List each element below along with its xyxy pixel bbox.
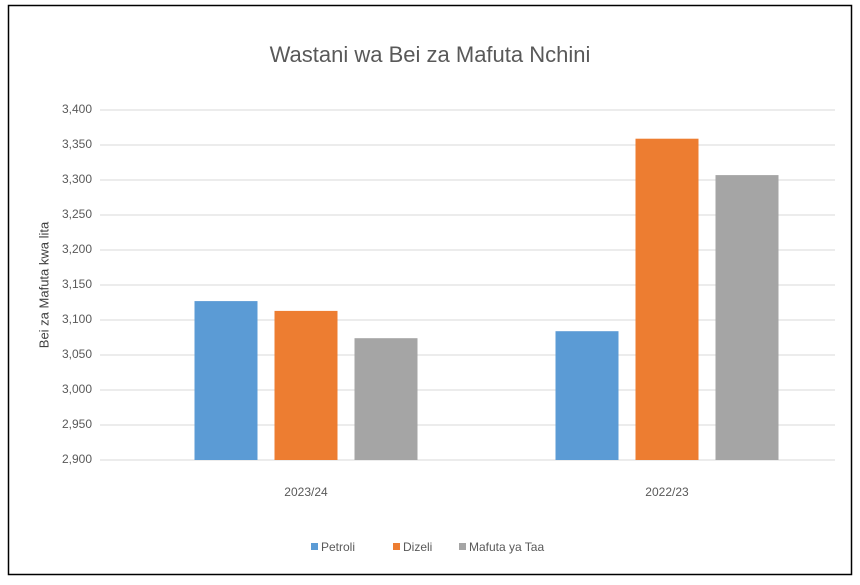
y-tick-label: 3,400 bbox=[62, 102, 92, 116]
y-tick-label: 3,250 bbox=[62, 207, 92, 221]
bar bbox=[715, 175, 779, 460]
x-tick-label: 2023/24 bbox=[284, 485, 328, 499]
chart-border bbox=[7, 4, 853, 576]
y-tick-label: 3,050 bbox=[62, 347, 92, 361]
y-tick-label: 3,000 bbox=[62, 382, 92, 396]
x-tick-label: 2022/23 bbox=[645, 485, 689, 499]
legend-label: Dizeli bbox=[403, 540, 432, 554]
y-tick-label: 2,950 bbox=[62, 417, 92, 431]
y-tick-label: 2,900 bbox=[62, 452, 92, 466]
y-tick-label: 3,350 bbox=[62, 137, 92, 151]
legend-swatch bbox=[393, 543, 400, 550]
bar bbox=[635, 138, 699, 460]
legend-swatch bbox=[311, 543, 318, 550]
bar bbox=[555, 331, 619, 460]
chart-title: Wastani wa Bei za Mafuta Nchini bbox=[270, 42, 591, 67]
bar bbox=[354, 338, 418, 460]
legend-label: Mafuta ya Taa bbox=[469, 540, 544, 554]
y-tick-label: 3,300 bbox=[62, 172, 92, 186]
legend-label: Petroli bbox=[321, 540, 355, 554]
legend-swatch bbox=[459, 543, 466, 550]
y-axis-label: Bei za Mafuta kwa lita bbox=[36, 221, 51, 348]
bar bbox=[274, 310, 338, 460]
y-tick-label: 3,200 bbox=[62, 242, 92, 256]
y-tick-label: 3,150 bbox=[62, 277, 92, 291]
y-tick-label: 3,100 bbox=[62, 312, 92, 326]
bar bbox=[194, 301, 258, 460]
